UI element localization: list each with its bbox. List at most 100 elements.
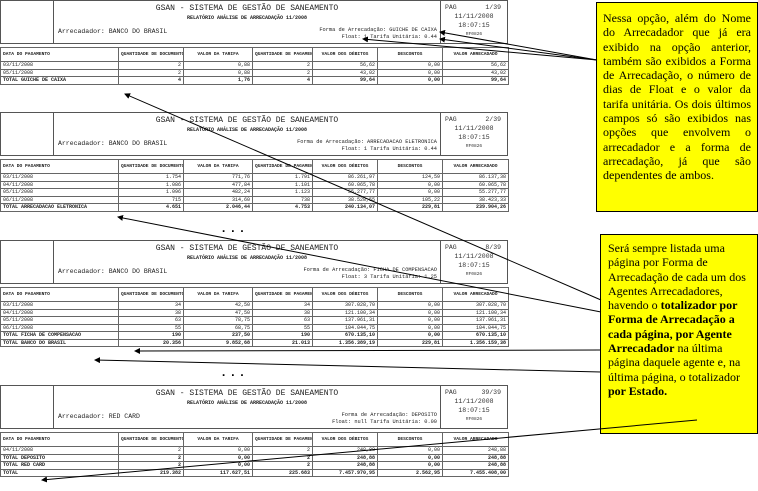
arrecadador-label: Arrecadador: BANCO DO BRASIL [58,268,168,275]
table-cell: 03/11/2008 [0,173,119,182]
column-header: VALOR DA TARIFA [183,159,253,174]
ellipsis: ... [220,222,248,236]
table-cell: 0,88 [183,68,253,77]
total-row: TOTAL RED CARD 2 0,00 2 248,88 0,00 248,88 [0,461,509,470]
table-cell: 229,81 [377,338,443,347]
column-header: QUANTIDADE DE DOCUMENTOS [118,159,184,174]
table-cell: 0,00 [377,188,443,197]
column-header: DATA DO PAGAMENTO [0,287,119,302]
table-cell: 248,88 [442,461,509,470]
system-title: GSAN - SISTEMA DE GESTÃO DE SANEAMENTO [155,389,339,398]
report-table: DATA DO PAGAMENTO QUANTIDADE DE DOCUMENTO… [0,47,509,85]
table-cell: 2 [252,446,313,455]
arrow [134,347,602,354]
page-number: 1/39 [485,4,501,11]
column-header: VALOR ARRECADADO [442,287,509,302]
table-cell: 99,64 [312,76,378,85]
table-cell: 0,00 [377,61,443,70]
total-row: TOTAL 219.382 117.627,51 225.683 7.457.970,9… [0,468,509,477]
forma-arrecadacao: Forma de Arrecadação: DEPOSITO Float: nul… [332,412,437,426]
table-cell: 0,00 [377,316,443,325]
table-cell: 137.961,31 [442,316,509,325]
table-cell: 237,50 [183,331,253,340]
arrecadador-label: Arrecadador: RED CARD [58,413,140,420]
pag-label: PAG [445,4,457,11]
table-cell: 738 [252,195,313,204]
table-cell: 68,75 [183,323,253,332]
logo-cell [1,241,54,283]
report-header: GSAN - SISTEMA DE GESTÃO DE SANEAMENTO R… [0,0,508,44]
column-header: VALOR ARRECADADO [442,159,509,174]
table-cell: 2 [252,68,313,77]
table-cell: 190 [252,331,313,340]
column-header: QUANTIDADE DE DOCUMENTOS [118,287,184,302]
table-cell: TOTAL ARRECADACAO ELETRONICA [0,203,119,212]
table-cell: 477,84 [183,180,253,189]
table-row: 06/11/2008 55 68,75 55 104.044,75 0,00 104.044… [0,323,509,332]
table-cell: 78,75 [183,316,253,325]
table-cell: 99,64 [442,76,509,85]
column-header: VALOR DOS DÉBITOS [312,159,378,174]
table-cell: 104.044,75 [312,323,378,332]
table-cell: 248,88 [312,453,378,462]
arrecadador-label: Arrecadador: BANCO DO BRASIL [58,28,168,35]
table-cell: 4 [252,76,313,85]
table-cell: 715 [118,195,184,204]
table-row: 05/11/2008 63 78,75 63 137.961,31 0,00 137.961… [0,316,509,325]
note-text: Será sempre listada uma página por Forma… [608,241,746,313]
table-cell: TOTAL BANCO DO BRASIL [0,338,119,347]
column-header: QUANTIDADE DE PAGAMENTOS [252,287,313,302]
column-header: QUANTIDADE DE PAGAMENTOS [252,159,313,174]
table-cell: 2 [118,68,184,77]
report-time: 18:07:15 [458,134,490,141]
table-cell: 38 [118,308,184,317]
column-header: VALOR DA TARIFA [183,432,253,447]
system-title: GSAN - SISTEMA DE GESTÃO DE SANEAMENTO [155,4,339,13]
table-cell: 06/11/2008 [0,195,119,204]
report-code: RF0826 [465,32,483,37]
table-cell: 2 [252,61,313,70]
pag-label: PAG [445,116,457,123]
table-cell: 2 [118,446,184,455]
table-cell: 1.356.389,19 [312,338,378,347]
forma-label: Forma de Arrecadação: ARRECADACAO ELETRO… [297,139,437,145]
table-cell: 0,00 [377,461,443,470]
table-cell: 2 [118,453,184,462]
report-time: 18:07:15 [458,22,490,29]
pag-label: PAG [445,244,457,251]
float-tarifa: Float: 1 Tarifa Unitária: 0.44 [341,34,437,40]
forma-arrecadacao: Forma de Arrecadação: GUICHE DE CAIXA Flo… [319,27,437,41]
report-title: RELATÓRIO ANÁLISE DE ARRECADAÇÃO 11/2008 [186,127,308,133]
column-header: VALOR ARRECADADO [442,47,509,62]
forma-arrecadacao: Forma de Arrecadação: ARRECADACAO ELETRO… [297,139,437,153]
report-page: GSAN - SISTEMA DE GESTÃO DE SANEAMENTO R… [0,385,509,477]
ellipsis: ... [220,366,248,380]
table-cell: 47,50 [183,308,253,317]
table-cell: 7.455.408,00 [442,468,509,477]
table-row: 04/11/2008 2 0,00 2 248,88 0,00 248,88 [0,446,509,455]
table-cell: 482,24 [183,188,253,197]
callout-note-totals: Será sempre listada uma página por Forma… [600,234,758,434]
column-header: DATA DO PAGAMENTO [0,432,119,447]
table-cell: 2.046,44 [183,203,253,212]
report-page: GSAN - SISTEMA DE GESTÃO DE SANEAMENTO R… [0,0,509,85]
table-cell: 04/11/2008 [0,446,119,455]
table-cell: 0,00 [183,453,253,462]
table-cell: 104.044,75 [442,323,509,332]
table-cell: 04/11/2008 [0,180,119,189]
table-cell: 60.065,78 [312,180,378,189]
table-cell: 105,22 [377,195,443,204]
forma-label: Forma de Arrecadação: FICHA DE COMPENSAC… [303,267,437,273]
table-cell: 86.261,97 [312,173,378,182]
column-header: QUANTIDADE DE DOCUMENTOS [118,47,184,62]
table-cell: 670.135,10 [312,331,378,340]
table-cell: 9.852,68 [183,338,253,347]
callout-note-fields: Nessa opção, além do Nome do Arrecadador… [596,2,758,212]
report-page: GSAN - SISTEMA DE GESTÃO DE SANEAMENTO R… [0,240,509,347]
table-cell: 38.423,33 [442,195,509,204]
table-header-row: DATA DO PAGAMENTO QUANTIDADE DE DOCUMENTO… [0,287,509,302]
table-cell: 1.791 [252,173,313,182]
page-info: PAG 39/39 11/11/2008 18:07:15 RF0826 [440,386,507,428]
column-header: VALOR DOS DÉBITOS [312,432,378,447]
column-header: VALOR DOS DÉBITOS [312,287,378,302]
